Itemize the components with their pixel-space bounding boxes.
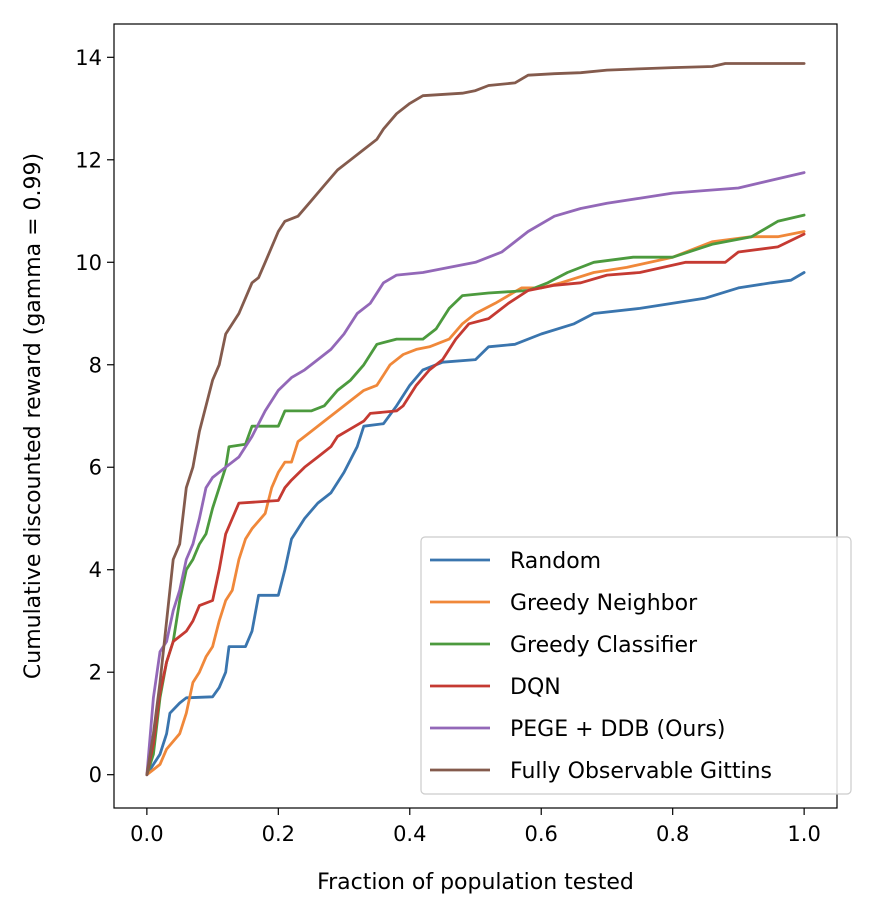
- series-line-5: [145, 62, 806, 777]
- y-tick-label: 12: [75, 148, 102, 172]
- x-tick-label: 0.4: [393, 822, 426, 846]
- legend-label-1: Greedy Neighbor: [510, 591, 698, 616]
- x-tick-label: 1.0: [787, 822, 820, 846]
- y-tick-label: 10: [75, 251, 102, 275]
- series-layer: [145, 62, 806, 777]
- series-line-0: [145, 271, 806, 777]
- legend: Random Greedy Neighbor Greedy Classifier DQ…: [420, 536, 852, 795]
- legend-items: Random Greedy Neighbor Greedy Classifier DQ…: [430, 549, 772, 784]
- x-axis-label: Fraction of population tested: [317, 870, 634, 895]
- y-tick-label: 2: [89, 661, 102, 685]
- y-tick-label: 6: [89, 456, 102, 480]
- ticks-layer: 0.0 0.2 0.4 0.6 0.8 1.0 0 2 4 6 8 10 12 14: [75, 46, 821, 846]
- legend-label-4: PEGE + DDB (Ours): [510, 717, 725, 742]
- y-axis-label: Cumulative discounted reward (gamma = 0.…: [21, 153, 46, 679]
- x-tick-label: 0.6: [525, 822, 558, 846]
- y-tick-label: 0: [89, 763, 102, 787]
- y-tick-label: 4: [89, 558, 102, 582]
- x-tick-label: 0.0: [130, 822, 163, 846]
- series-line-4: [145, 171, 806, 777]
- legend-label-2: Greedy Classifier: [510, 633, 698, 658]
- series-line-2: [145, 213, 806, 777]
- x-tick-label: 0.8: [656, 822, 689, 846]
- legend-label-5: Fully Observable Gittins: [510, 759, 772, 784]
- y-tick-label: 8: [89, 353, 102, 377]
- legend-label-0: Random: [510, 549, 601, 574]
- series-line-3: [145, 232, 806, 777]
- plot-frame: [113, 23, 838, 809]
- x-tick-label: 0.2: [262, 822, 295, 846]
- legend-label-3: DQN: [510, 675, 561, 700]
- y-tick-label: 14: [75, 46, 102, 70]
- legend-box: [420, 536, 852, 795]
